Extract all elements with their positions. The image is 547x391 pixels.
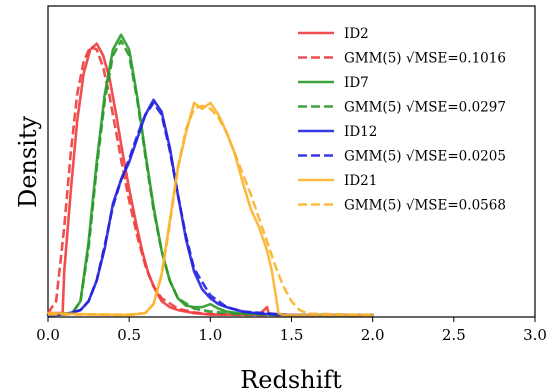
x-tick-label: 2.0 [361,326,385,344]
legend-label-1: GMM(5) √MSE=0.1016 [344,51,506,67]
x-axis-label: Redshift [240,366,342,391]
x-tick-label: 1.5 [280,326,304,344]
series-line-5 [47,101,373,317]
legend: ID2 GMM(5) √MSE=0.1016 ID7 GMM(5) √MSE=0.02… [298,26,506,214]
legend-label-5: GMM(5) √MSE=0.0205 [344,149,506,165]
x-axis-ticks: 0.0 0.5 1.0 1.5 2.0 2.5 3.0 [36,317,547,344]
legend-label-0: ID2 [344,26,369,42]
legend-label-7: GMM(5) √MSE=0.0568 [344,198,506,214]
x-tick-label: 1.0 [198,326,222,344]
legend-label-6: ID21 [344,173,377,189]
x-tick-label: 2.5 [442,326,466,344]
series-line-2 [46,33,374,317]
y-axis-label: Density [14,116,42,209]
legend-label-4: ID12 [344,124,377,140]
series-line-7 [48,104,373,317]
x-tick-label: 0.0 [36,326,60,344]
series-line-3 [47,39,373,317]
x-tick-label: 0.5 [117,326,141,344]
legend-label-3: GMM(5) √MSE=0.0297 [344,100,506,116]
legend-label-2: ID7 [344,75,369,91]
x-tick-label: 3.0 [523,326,547,344]
series-layer [46,33,374,317]
series-line-1 [46,45,373,317]
